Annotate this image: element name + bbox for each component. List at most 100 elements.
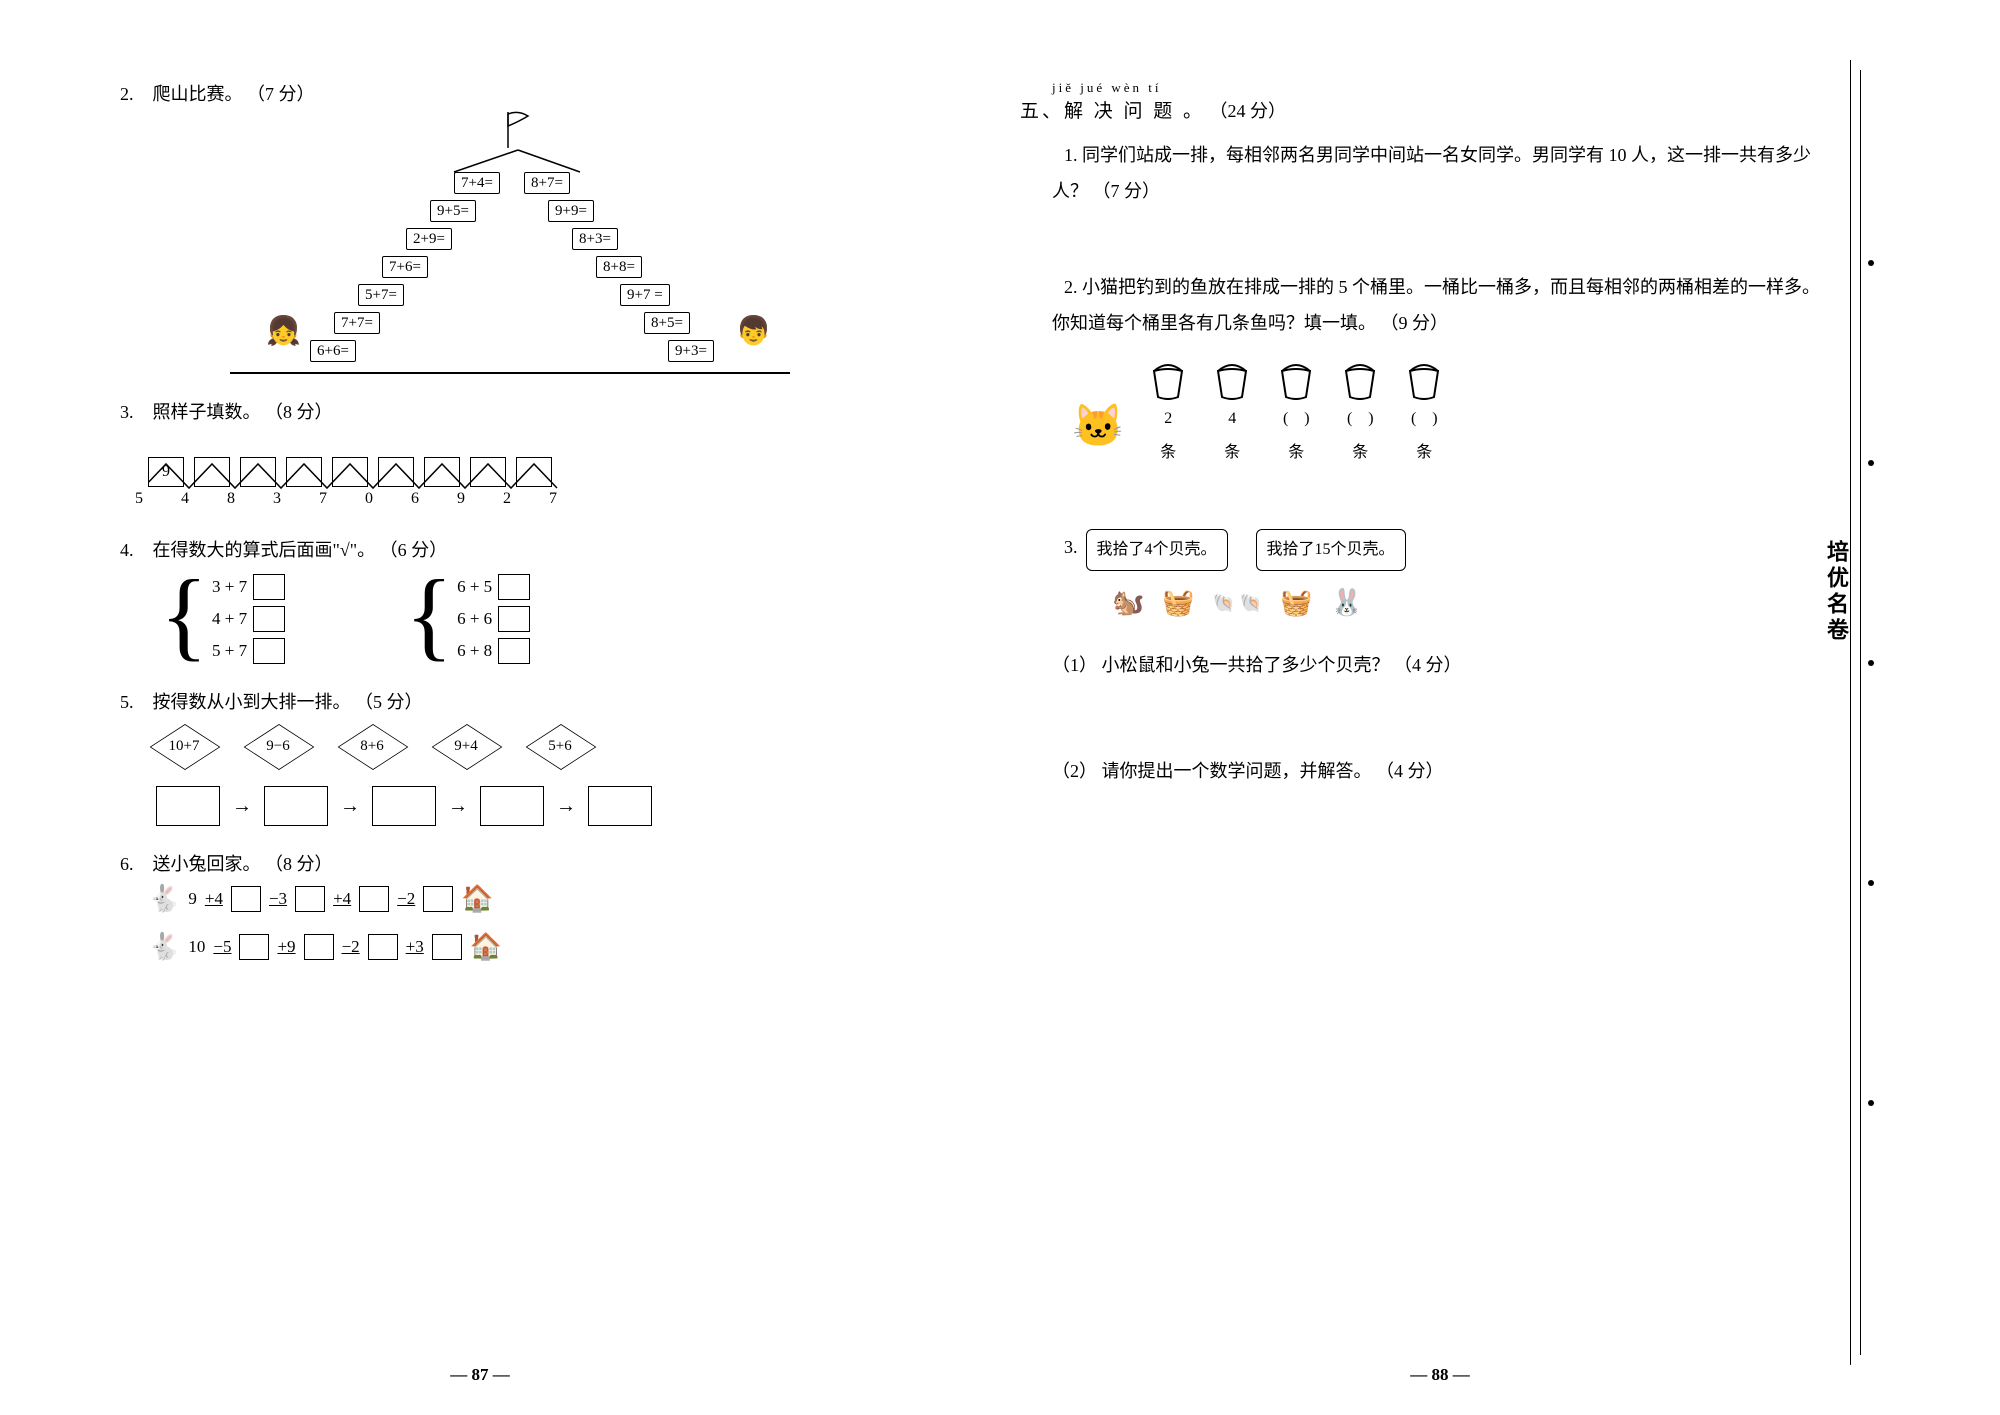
op-label: +3 <box>406 937 424 957</box>
step-box[interactable]: 9+3= <box>668 340 714 362</box>
speech-bubble-2: 我拾了15个贝壳。 <box>1256 529 1406 571</box>
bucket-icon <box>1340 357 1380 401</box>
p3-num: 3. <box>1064 529 1078 565</box>
brace-item: 3 + 7 <box>212 574 285 600</box>
brace-left: { 3 + 74 + 75 + 7 <box>160 570 285 664</box>
step-box[interactable]: 7+6= <box>382 256 428 278</box>
answer-box[interactable] <box>231 886 261 912</box>
section-5-head: jiě jué wèn tí 五、解 决 问 题 。 （24 分） <box>1020 80 1820 123</box>
answer-box[interactable] <box>359 886 389 912</box>
rabbit-icon: 🐰 <box>1330 577 1362 629</box>
q2-num: 2. <box>120 84 148 105</box>
girl-icon: 👧 <box>266 314 301 348</box>
basket-icon: 🧺 <box>1162 577 1194 629</box>
arrow-icon: → <box>340 795 360 818</box>
step-box[interactable]: 5+7= <box>358 284 404 306</box>
rabbit-row: 🐇9 +4 −3 +4 −2 🏠 <box>148 884 900 914</box>
step-box[interactable]: 8+3= <box>572 228 618 250</box>
op-label: −3 <box>269 889 287 909</box>
check-box[interactable] <box>253 606 285 632</box>
step-box[interactable]: 9+5= <box>430 200 476 222</box>
expr-text: 6 + 5 <box>457 577 492 597</box>
bucket-value[interactable]: 4 <box>1228 403 1236 435</box>
arrow-icon: → <box>448 795 468 818</box>
sort-box[interactable] <box>264 786 328 826</box>
q3-num: 3. <box>120 402 148 423</box>
q2-text: 爬山比赛。 <box>153 84 243 104</box>
expr-text: 6 + 8 <box>457 641 492 661</box>
bucket-unit: 条 <box>1288 437 1304 469</box>
step-box[interactable]: 8+8= <box>596 256 642 278</box>
bucket: ( )条 <box>1340 357 1380 469</box>
step-box[interactable]: 7+7= <box>334 312 380 334</box>
sort-box[interactable] <box>156 786 220 826</box>
expr-text: 3 + 7 <box>212 577 247 597</box>
diamond: 9+4 <box>430 722 502 770</box>
step-box[interactable]: 8+7= <box>524 172 570 194</box>
answer-box[interactable] <box>423 886 453 912</box>
step-box[interactable]: 8+5= <box>644 312 690 334</box>
rabbit-icon: 🐇 <box>148 884 180 914</box>
section-points: （24 分） <box>1210 101 1287 121</box>
bucket-value[interactable]: ( ) <box>1347 403 1374 435</box>
answer-box[interactable] <box>432 934 462 960</box>
step-box[interactable]: 9+7 = <box>620 284 670 306</box>
word-problem-3: 3. 我拾了4个贝壳。 我拾了15个贝壳。 🐿️ 🧺 🐚 🐚 🧺 🐰 （1） 小… <box>1052 529 1820 789</box>
bucket: 2条 <box>1148 357 1188 469</box>
start-num: 10 <box>188 937 205 957</box>
brace-item: 6 + 6 <box>457 606 530 632</box>
sort-box[interactable] <box>588 786 652 826</box>
step-box[interactable]: 9+9= <box>548 200 594 222</box>
step-box[interactable]: 6+6= <box>310 340 356 362</box>
op-label: −2 <box>342 937 360 957</box>
answer-box[interactable] <box>295 886 325 912</box>
p2-points: （9 分） <box>1381 313 1449 333</box>
step-box[interactable]: 7+4= <box>454 172 500 194</box>
check-box[interactable] <box>498 574 530 600</box>
op-label: −5 <box>213 937 231 957</box>
brace-item: 4 + 7 <box>212 606 285 632</box>
sort-box[interactable] <box>372 786 436 826</box>
pattern-bottom-num: 4 <box>181 490 189 508</box>
op-label: +4 <box>205 889 223 909</box>
step-box[interactable]: 2+9= <box>406 228 452 250</box>
op-label: −2 <box>397 889 415 909</box>
cat-icon: 🐱 <box>1072 385 1124 469</box>
problem-5: 5. 按得数从小到大排一排。 （5 分） 10+79−68+69+45+6 →→… <box>120 688 900 826</box>
check-box[interactable] <box>253 574 285 600</box>
answer-box[interactable] <box>304 934 334 960</box>
diamond: 10+7 <box>148 722 220 770</box>
bucket-value[interactable]: ( ) <box>1411 403 1438 435</box>
q4-text: 在得数大的算式后面画"√"。 <box>153 540 376 560</box>
bucket-icon <box>1148 357 1188 401</box>
diamond: 8+6 <box>336 722 408 770</box>
bucket-unit: 条 <box>1352 437 1368 469</box>
brace-item: 5 + 7 <box>212 638 285 664</box>
word-problem-2: 2. 小猫把钓到的鱼放在排成一排的 5 个桶里。一桶比一桶多，而且每相邻的两桶相… <box>1052 269 1820 469</box>
q5-num: 5. <box>120 692 148 713</box>
diamond: 5+6 <box>524 722 596 770</box>
q2-points: （7 分） <box>247 84 315 104</box>
expr-text: 5 + 7 <box>212 641 247 661</box>
pattern-bottom-num: 5 <box>135 490 143 508</box>
check-box[interactable] <box>498 606 530 632</box>
sub1-points: （4 分） <box>1394 655 1462 675</box>
brace-item: 6 + 5 <box>457 574 530 600</box>
page-number-left: — 87 — <box>450 1365 510 1385</box>
q3-text: 照样子填数。 <box>153 402 261 422</box>
start-num: 9 <box>188 889 197 909</box>
pattern-bottom-num: 9 <box>457 490 465 508</box>
sort-box[interactable] <box>480 786 544 826</box>
pinyin: jiě jué wèn tí <box>1052 80 1820 96</box>
answer-box[interactable] <box>368 934 398 960</box>
bucket: ( )条 <box>1276 357 1316 469</box>
bucket-value[interactable]: 2 <box>1164 403 1172 435</box>
check-box[interactable] <box>253 638 285 664</box>
check-box[interactable] <box>498 638 530 664</box>
section-title: 五、解 决 问 题 。 <box>1020 101 1205 122</box>
pattern-bottom-num: 6 <box>411 490 419 508</box>
q5-text: 按得数从小到大排一排。 <box>153 692 351 712</box>
answer-box[interactable] <box>239 934 269 960</box>
bucket-value[interactable]: ( ) <box>1283 403 1310 435</box>
bucket: ( )条 <box>1404 357 1444 469</box>
